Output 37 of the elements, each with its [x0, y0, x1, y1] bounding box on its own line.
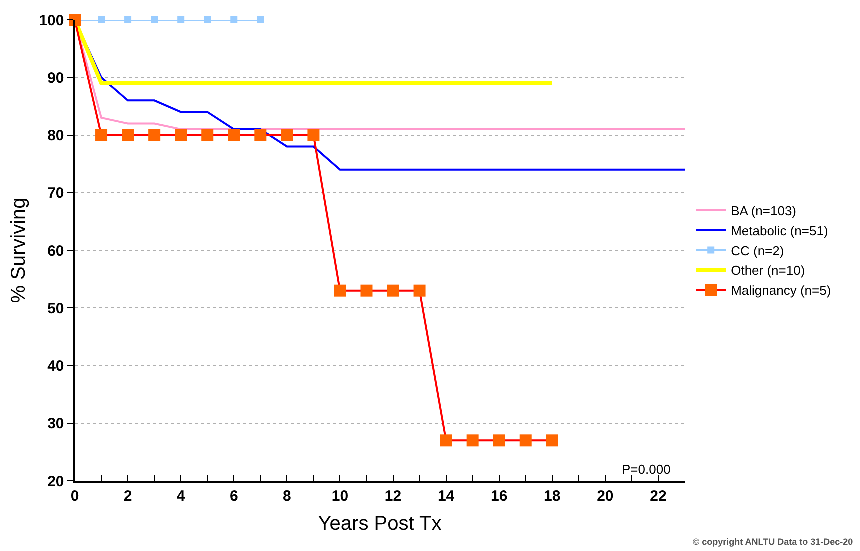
x-tick-label: 16 — [491, 488, 508, 505]
legend-label: Other (n=10) — [731, 263, 806, 278]
x-tick-label: 22 — [650, 488, 667, 505]
point — [151, 16, 158, 24]
x-tick-label: 10 — [332, 488, 349, 505]
x-tick-label: 14 — [438, 488, 456, 505]
point — [257, 16, 264, 24]
y-tick-label: 100 — [39, 12, 64, 30]
y-tick-label: 30 — [48, 416, 64, 433]
text: © copyright ANLTU Data to 31-Dec-20 — [693, 537, 854, 547]
x-tick-label: 4 — [176, 488, 186, 505]
point — [124, 16, 132, 24]
legend-label: BA (n=103) — [731, 204, 797, 219]
x-tick-label: 18 — [544, 488, 561, 505]
legend-label: CC (n=2) — [731, 243, 784, 258]
y-tick-label: 90 — [48, 70, 64, 87]
x-axis-title: Years Post Tx — [318, 512, 442, 535]
y-axis-title: % Surviving — [8, 198, 30, 304]
annotation: P=0.000 — [622, 462, 671, 477]
y-tick-label: 50 — [48, 300, 64, 318]
x-tick-label: 6 — [230, 488, 238, 505]
y-tick-label: 20 — [48, 473, 64, 490]
legend-label: Malignancy (n=5) — [731, 283, 832, 298]
y-tick-label: 80 — [48, 128, 64, 144]
x-tick-label: 12 — [384, 488, 402, 505]
legend-label: Metabolic (n=51) — [731, 223, 828, 238]
x-tick-label: 2 — [124, 488, 132, 505]
y-tick-label: 60 — [48, 242, 64, 260]
point — [98, 16, 106, 24]
y-tick-label: 40 — [48, 358, 64, 375]
y-tick-label: 70 — [48, 185, 64, 202]
x-tick-label: 20 — [597, 488, 614, 505]
point — [204, 16, 212, 24]
point — [230, 16, 238, 24]
x-tick-label: 8 — [283, 488, 292, 505]
x-tick-label: 0 — [70, 488, 80, 505]
point — [178, 16, 185, 24]
